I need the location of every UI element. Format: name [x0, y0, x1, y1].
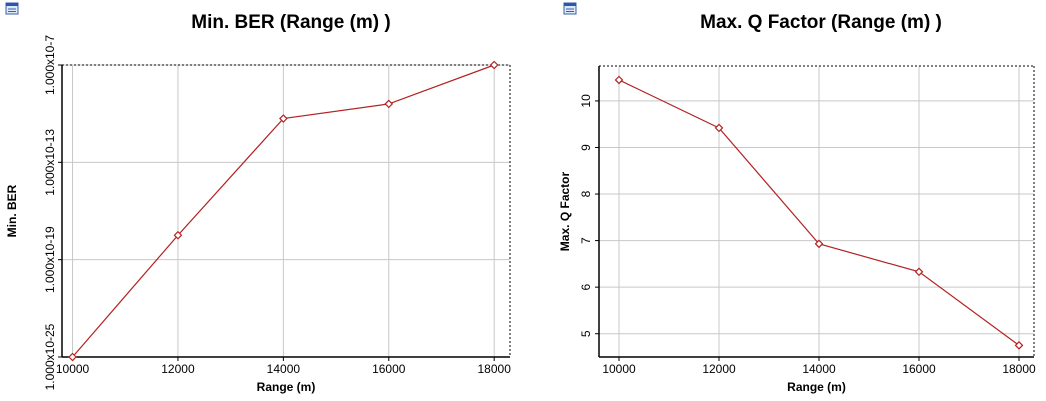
y-tick-label: 9	[579, 144, 593, 151]
y-tick-label: 1.000x10-25	[43, 323, 57, 390]
ber-chart: Min. BER (Range (m) ) 10000 12000 14000 1600…	[5, 2, 512, 394]
y-tick-label: 8	[579, 190, 593, 197]
data-point-marker	[714, 123, 724, 133]
y-tick-label: 6	[579, 284, 593, 291]
y-tick-label: 1.000x10-13	[43, 129, 57, 196]
y-axis-title: Min. BER	[5, 184, 19, 237]
y-tick-label: 7	[579, 237, 593, 244]
x-tick-label: 14000	[267, 362, 301, 376]
y-tick-label: 1.000x10-19	[43, 226, 57, 293]
data-point-marker	[1014, 341, 1024, 350]
y-tick-label: 10	[579, 94, 593, 108]
x-tick-label: 10000	[56, 362, 90, 376]
gridlines	[599, 66, 1034, 357]
x-tick-label: 10000	[602, 362, 636, 376]
x-tick-label: 12000	[702, 362, 736, 376]
q-factor-chart: Max. Q Factor (Range (m) ) 10000 12000 1400…	[558, 2, 1036, 394]
chart-window-icon	[5, 2, 19, 15]
data-point-marker	[173, 230, 183, 240]
x-tick-label: 12000	[161, 362, 195, 376]
x-axis-title: Range (m)	[787, 380, 846, 394]
x-tick-label: 18000	[478, 362, 512, 376]
x-tick-label: 18000	[1002, 362, 1036, 376]
x-axis-title: Range (m)	[257, 380, 316, 394]
x-tick-label: 14000	[802, 362, 836, 376]
data-point-marker	[489, 60, 499, 70]
data-point-marker	[384, 99, 394, 109]
data-point-marker	[279, 114, 288, 123]
chart-window-icon	[563, 2, 577, 15]
x-tick-label: 16000	[372, 362, 406, 376]
y-axis-title: Max. Q Factor	[558, 171, 572, 251]
data-point-marker	[68, 352, 77, 362]
icon-titlebar	[6, 3, 18, 6]
icon-titlebar	[564, 3, 576, 6]
chart-title: Max. Q Factor (Range (m) )	[700, 12, 942, 33]
q-factor-chart-panel: Max. Q Factor (Range (m) ) 10000 12000 1400…	[523, 0, 1046, 396]
gridlines	[62, 64, 510, 358]
x-tick-label: 16000	[902, 362, 936, 376]
data-point-marker	[814, 239, 824, 249]
ber-chart-panel: Min. BER (Range (m) ) 10000 12000 14000 1600…	[0, 0, 523, 396]
data-point-marker	[914, 267, 924, 277]
y-tick-label: 1.000x10-7	[43, 35, 57, 95]
y-tick-label: 5	[579, 330, 593, 337]
chart-title: Min. BER (Range (m) )	[191, 12, 391, 33]
data-point-marker	[614, 75, 624, 85]
